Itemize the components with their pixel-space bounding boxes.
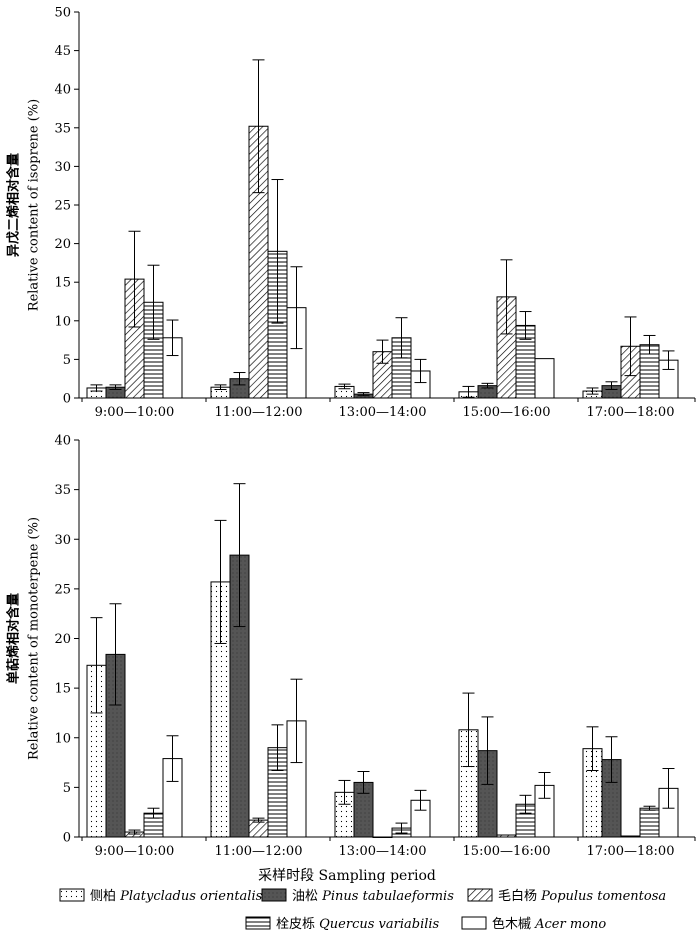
legend-label: 色木槭 Acer mono: [492, 916, 606, 932]
y-tick-label: 20: [54, 632, 71, 647]
y-axis-title-cn: 单萜烯相对含量: [6, 593, 22, 684]
legend-swatch: [245, 916, 271, 930]
legend-swatch: [467, 888, 493, 902]
y-tick-label: 25: [54, 582, 71, 597]
y-tick-label: 30: [54, 533, 71, 548]
bar-bottom-s3-c4: [639, 807, 660, 838]
bar-bottom-s2-c2: [372, 836, 393, 838]
x-tick-label: 13:00—14:00: [339, 844, 427, 859]
legend-label: 侧柏 Platycladus orientalis: [90, 889, 263, 904]
y-tick-label: 35: [54, 483, 71, 498]
x-tick-label: 15:00—16:00: [463, 405, 551, 420]
bar-bottom-s2-c4: [620, 835, 641, 838]
legend-latin-name: Populus tomentosa: [540, 889, 666, 904]
legend-item: 油松 Pinus tabulaeformis: [261, 888, 454, 904]
x-tick-label: 15:00—16:00: [463, 844, 551, 859]
legend-cn-name: 油松: [292, 889, 322, 904]
y-tick-label: 50: [54, 6, 71, 21]
y-axis-title-cn: 异戊二烯相对含量: [6, 153, 22, 257]
y-axis-title-en: Relative content of isoprene (%): [27, 99, 42, 311]
y-tick-label: 5: [63, 353, 71, 368]
x-tick-label: 13:00—14:00: [339, 405, 427, 420]
legend-latin-name: Pinus tabulaeformis: [321, 889, 454, 904]
legend-swatch: [261, 888, 287, 902]
legend-swatch: [461, 916, 487, 930]
legend-cn-name: 色木槭: [492, 916, 535, 932]
legend-latin-name: Acer mono: [534, 917, 606, 932]
y-tick-label: 15: [54, 682, 71, 697]
chart-panel-top: 0 5 10 15 20 25 30 35 40 45 50 9:00—10:00 11:00—12:0…: [6, 6, 696, 420]
x-tick-label: 11:00—12:00: [215, 844, 303, 859]
x-tick-label: 11:00—12:00: [215, 405, 303, 420]
chart-panel-bottom: 0 5 10 15 20 25 30 35 40 9:00—10:00 11:00—12:00 13:…: [6, 434, 696, 884]
legend-swatch: [59, 888, 85, 902]
legend-item: 色木槭 Acer mono: [461, 916, 606, 932]
y-tick-label: 35: [54, 121, 71, 136]
legend-label: 栓皮栎 Quercus variabilis: [276, 917, 440, 932]
legend-item: 毛白杨 Populus tomentosa: [467, 888, 666, 904]
legend-cn-name: 毛白杨: [498, 888, 541, 904]
x-axis-title: 采样时段 Sampling period: [258, 868, 436, 884]
bar-bottom-s2-c1: [248, 819, 269, 838]
legend-item: 栓皮栎 Quercus variabilis: [245, 916, 440, 932]
x-tick-label: 17:00—18:00: [587, 405, 675, 420]
x-tick-label: 9:00—10:00: [95, 405, 175, 420]
legend: 侧柏 Platycladus orientalis 油松 Pinus tabula…: [59, 888, 666, 932]
legend-label: 油松 Pinus tabulaeformis: [292, 889, 454, 904]
bar-top-s4-c3: [534, 358, 555, 399]
y-tick-label: 0: [63, 831, 71, 846]
y-axis-title-en: Relative content of monoterpene (%): [27, 517, 42, 760]
y-tick-label: 5: [63, 781, 71, 796]
legend-cn-name: 侧柏: [90, 889, 120, 904]
y-tick-label: 40: [54, 83, 71, 98]
y-tick-label: 25: [54, 199, 71, 214]
y-tick-label: 10: [54, 731, 71, 746]
y-tick-label: 45: [54, 44, 71, 59]
y-tick-label: 40: [54, 434, 71, 449]
y-tick-label: 15: [54, 276, 71, 291]
legend-latin-name: Platycladus orientalis: [119, 889, 262, 904]
x-tick-label: 9:00—10:00: [95, 844, 175, 859]
legend-label: 毛白杨 Populus tomentosa: [498, 888, 666, 904]
bar-bottom-s2-c3: [496, 834, 517, 838]
y-tick-label: 10: [54, 314, 71, 329]
x-tick-label: 17:00—18:00: [587, 844, 675, 859]
legend-item: 侧柏 Platycladus orientalis: [59, 888, 263, 904]
y-tick-label: 20: [54, 237, 71, 252]
legend-latin-name: Quercus variabilis: [319, 917, 439, 932]
y-tick-label: 30: [54, 160, 71, 175]
y-tick-label: 0: [63, 392, 71, 407]
legend-cn-name: 栓皮栎: [276, 917, 319, 932]
